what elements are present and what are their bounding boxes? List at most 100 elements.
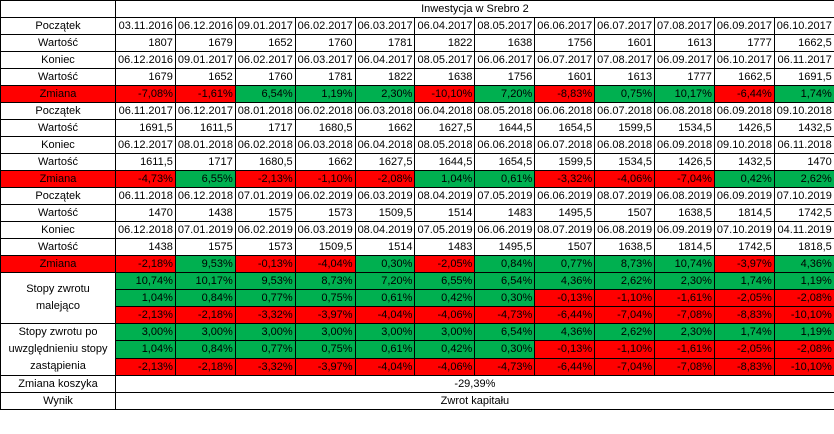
table-cell: -2,18% <box>115 255 176 273</box>
table-cell: -1,61% <box>654 340 715 359</box>
table-cell: 0,61% <box>354 340 416 359</box>
table-cell: 08.04.2019 <box>414 187 476 205</box>
table-cell: 06.04.2017 <box>414 17 476 35</box>
table-cell: 06.07.2017 <box>594 17 656 35</box>
table-cell: 4,36% <box>534 272 596 290</box>
table-cell: 1807 <box>115 34 176 52</box>
table-cell: 1432,5 <box>713 153 775 171</box>
table-cell: -2,05% <box>414 255 476 273</box>
row-label: Koniec <box>0 136 116 154</box>
table-cell: -10,10% <box>773 357 834 377</box>
table-cell: 06.08.2019 <box>654 187 715 205</box>
table-cell: -4,06% <box>414 357 476 377</box>
table-cell: 1514 <box>354 238 416 256</box>
table-cell: -0,13% <box>534 340 596 359</box>
table-cell: 10,17% <box>654 85 715 103</box>
table-cell: 2,62% <box>594 272 656 290</box>
table-cell: 1691,5 <box>773 68 834 86</box>
table-cell: -2,08% <box>354 170 416 188</box>
table-cell: 06.06.2019 <box>474 221 536 239</box>
table-cell: 06.02.2018 <box>234 136 296 154</box>
table-cell: 08.05.2018 <box>414 136 476 154</box>
table-cell: -3,32% <box>534 170 596 188</box>
table-cell: 06.12.2018 <box>115 221 176 239</box>
table-cell: -3,97% <box>294 357 356 377</box>
end-value-row: Wartość 1679 1652 1760 1781 1822 1638 1756 1601 1… <box>0 68 834 86</box>
table-cell: 1438 <box>174 204 236 222</box>
table-cell: 06.04.2018 <box>354 136 416 154</box>
table-cell: 2,62% <box>773 170 834 188</box>
table-cell: 08.05.2017 <box>474 17 536 35</box>
table-cell: 06.07.2018 <box>534 136 596 154</box>
table-cell: 04.11.2019 <box>773 221 834 239</box>
table-cell: 1662,5 <box>773 34 834 52</box>
table-cell: 1638,5 <box>594 238 656 256</box>
table-cell: 0,30% <box>474 340 536 359</box>
table-cell: 2,30% <box>354 85 416 103</box>
table-cell: 07.08.2017 <box>594 51 656 69</box>
table-cell: 1644,5 <box>474 119 536 137</box>
table-cell: 06.09.2019 <box>654 221 715 239</box>
table-cell: 1,19% <box>773 322 834 342</box>
table-cell: 1760 <box>234 68 296 86</box>
table-cell: 1717 <box>234 119 296 137</box>
table-cell: -4,04% <box>354 357 416 377</box>
table-cell: 8,73% <box>594 255 656 273</box>
table-cell: 0,77% <box>234 340 296 359</box>
table-cell: 06.03.2017 <box>294 51 356 69</box>
table-cell: 4,36% <box>534 322 596 342</box>
start-date-row: Początek 06.11.2017 06.12.2017 08.01.2018 06… <box>0 102 834 120</box>
table-cell: -4,73% <box>474 357 536 377</box>
table-cell: -7,08% <box>115 85 176 103</box>
end-date-row: Koniec 06.12.2016 09.01.2017 06.02.2017 06.0… <box>0 51 834 69</box>
table-cell: -1,61% <box>174 85 236 103</box>
table-cell: 1,74% <box>713 272 775 290</box>
start-date-row: Początek 06.11.2018 06.12.2018 07.01.2019 06… <box>0 187 834 205</box>
table-cell: -2,13% <box>234 170 296 188</box>
table-cell: -3,97% <box>294 306 356 324</box>
row-label: Koniec <box>0 51 116 69</box>
table-cell: 09.10.2018 <box>773 102 834 120</box>
table-cell: 06.02.2017 <box>294 17 356 35</box>
table-cell: 1483 <box>474 204 536 222</box>
table-cell: -2,08% <box>773 289 834 307</box>
table-cell: -7,04% <box>594 306 656 324</box>
table-cell: 06.07.2017 <box>534 51 596 69</box>
table-cell: 9,53% <box>234 272 296 290</box>
table-cell: -1,10% <box>594 340 656 359</box>
table-cell: 06.09.2018 <box>713 102 775 120</box>
table-cell: 06.03.2019 <box>354 187 416 205</box>
table-cell: 06.11.2017 <box>773 51 834 69</box>
table-cell: 1680,5 <box>234 153 296 171</box>
table-cell: 6,55% <box>174 170 236 188</box>
row-label: Stopy zwrotu po uwzględnieniu stopy zast… <box>0 323 116 376</box>
table-cell: 08.07.2019 <box>594 187 656 205</box>
end-date-row: Koniec 06.12.2018 07.01.2019 06.02.2019 06.0… <box>0 221 834 239</box>
table-cell: 3,00% <box>414 322 476 342</box>
table-cell: 08.01.2018 <box>174 136 236 154</box>
table-cell: 1654,5 <box>474 153 536 171</box>
table-cell: 0,84% <box>474 255 536 273</box>
table-cell: 1,04% <box>414 170 476 188</box>
row-label: Początek <box>0 102 116 120</box>
table-cell: -2,13% <box>115 306 176 324</box>
table-cell: 06.03.2019 <box>294 221 356 239</box>
row-label: Początek <box>0 187 116 205</box>
table-cell: 06.03.2018 <box>294 136 356 154</box>
table-cell: 1717 <box>174 153 236 171</box>
table-cell: 1509,5 <box>294 238 356 256</box>
table-cell: 06.06.2019 <box>534 187 596 205</box>
table-cell: 1,19% <box>294 85 356 103</box>
table-cell: 1509,5 <box>354 204 416 222</box>
table-cell: 06.06.2018 <box>474 136 536 154</box>
change-row: Zmiana -7,08% -1,61% 6,54% 1,19% 2,30% -10,10%… <box>0 85 834 103</box>
table-cell: 06.02.2018 <box>294 102 356 120</box>
table-cell: 0,42% <box>414 289 476 307</box>
table-cell: -7,04% <box>654 170 715 188</box>
table-cell: 3,00% <box>115 322 176 342</box>
table-cell: 1814,5 <box>713 204 775 222</box>
table-cell: 1644,5 <box>414 153 476 171</box>
table-cell: 1483 <box>414 238 476 256</box>
table-cell: -7,04% <box>594 357 656 377</box>
table-cell: 06.03.2018 <box>354 102 416 120</box>
